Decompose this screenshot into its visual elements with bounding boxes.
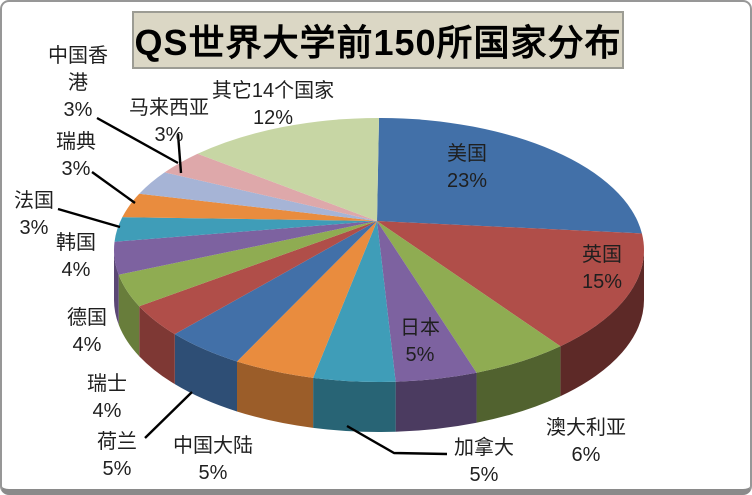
pie-slice-8[interactable] xyxy=(118,274,140,357)
pie-slice-label-13: 中国香港 3% xyxy=(48,45,108,121)
pie-slice-13[interactable] xyxy=(164,153,377,221)
leader-line-11 xyxy=(91,171,136,204)
pie-slice-4[interactable] xyxy=(313,221,396,382)
pie-slice-label-14: 其它14个国家 12% xyxy=(211,80,335,129)
pie-slice-label-5: 中国大陆 5% xyxy=(173,435,253,484)
pie-slice-8[interactable] xyxy=(118,221,377,307)
leader-line-13 xyxy=(96,116,179,165)
chart-title: QS世界大学前150所国家分布 xyxy=(132,11,624,69)
pie-slice-label-1: 英国 15% xyxy=(581,244,623,293)
pie-slice-5[interactable] xyxy=(237,221,377,378)
pie-slice-label-3: 日本 5% xyxy=(400,317,440,366)
pie-slice-label-0: 美国 23% xyxy=(446,143,488,192)
pie-slice-2[interactable] xyxy=(377,221,561,373)
pie-slice-label-11: 瑞典 3% xyxy=(56,131,96,180)
pie-slice-label-10: 法国 3% xyxy=(14,190,54,239)
pie-slice-3[interactable] xyxy=(377,221,477,382)
pie-slice-label-6: 荷兰 5% xyxy=(97,431,137,480)
pie-slice-1[interactable] xyxy=(560,250,644,397)
leader-line-4 xyxy=(346,424,448,456)
pie-slice-5[interactable] xyxy=(237,361,314,428)
pie-slice-2[interactable] xyxy=(476,346,561,423)
pie-slice-label-7: 瑞士 4% xyxy=(87,373,127,422)
pie-slice-label-4: 加拿大 5% xyxy=(454,437,514,486)
leader-line-12 xyxy=(176,133,183,174)
leader-line-10 xyxy=(57,207,121,229)
pie-slice-11[interactable] xyxy=(122,193,377,221)
pie-slice-10[interactable] xyxy=(114,217,378,242)
leader-line-6 xyxy=(144,391,193,439)
pie-slice-9[interactable] xyxy=(113,221,377,275)
pie-slice-1[interactable] xyxy=(377,221,644,347)
pie-slice-3[interactable] xyxy=(395,372,477,432)
pie-slice-14[interactable] xyxy=(197,118,379,221)
pie-slice-9[interactable] xyxy=(114,250,119,325)
pie-slice-label-8: 德国 4% xyxy=(67,307,107,356)
pie-slice-6[interactable] xyxy=(174,221,377,362)
pie-slice-label-12: 马来西亚 3% xyxy=(129,97,209,146)
pie-slice-7[interactable] xyxy=(139,306,175,385)
pie-slice-4[interactable] xyxy=(313,377,396,432)
pie-slice-12[interactable] xyxy=(139,172,377,221)
pie-slice-0[interactable] xyxy=(377,118,642,234)
pie-slice-label-2: 澳大利亚 6% xyxy=(546,417,626,466)
pie-slice-7[interactable] xyxy=(139,221,377,335)
pie-slice-label-9: 韩国 4% xyxy=(56,232,96,281)
